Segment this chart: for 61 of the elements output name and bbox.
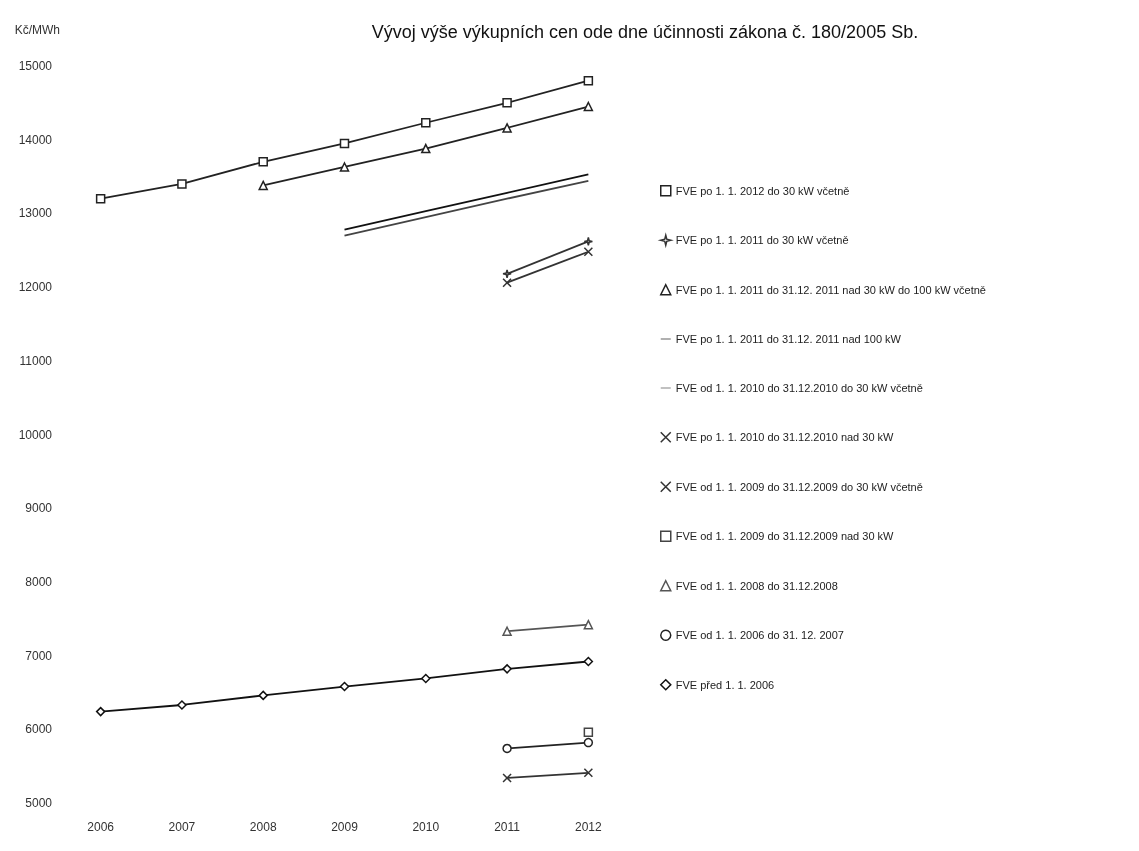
- y-tick-label: 9000: [25, 501, 53, 516]
- y-tick-label: 14000: [18, 132, 53, 147]
- y-tick-label: 11000: [19, 353, 53, 368]
- y-tick-label: 13000: [18, 206, 53, 221]
- y-tick-label: 15000: [18, 59, 53, 73]
- y-tick-label: 8000: [25, 574, 53, 589]
- legend-label: FVE od 1. 1. 2009 do 31.12.2009 nad 30 kW: [675, 530, 895, 543]
- point: [177, 179, 187, 189]
- point: [583, 101, 594, 112]
- point: [95, 706, 106, 717]
- point: [502, 269, 512, 279]
- point: [583, 727, 594, 737]
- y-tick-label: 6000: [25, 722, 53, 737]
- y-tick-label: 5000: [25, 796, 53, 810]
- point: [421, 118, 431, 128]
- point: [583, 656, 594, 667]
- legend-label: FVE po 1. 1. 2011 do 31.12. 2011 nad 100 kW: [675, 333, 902, 345]
- legend-label: FVE před 1. 1. 2006: [675, 678, 775, 691]
- point: [583, 737, 594, 748]
- point: [421, 143, 431, 154]
- legend-label: FVE po 1. 1. 2011 do 31.12. 2011 nad 30 kW do 100 kW včetně: [675, 283, 986, 296]
- line-series: [343, 180, 590, 237]
- point: [502, 123, 512, 133]
- chart-title: Vývoj výše výkupních cen ode dne účinnosti zákona č. 180/2005 Sb.: [371, 22, 919, 42]
- point: [502, 743, 512, 754]
- point: [502, 98, 512, 108]
- legend-label: FVE po 1. 1. 2012 do 30 kW včetně: [675, 184, 850, 197]
- y-tick-label: 10000: [18, 427, 53, 442]
- legend-label: FVE od 1. 1. 2008 do 31.12.2008: [675, 579, 838, 592]
- line-series: [343, 173, 590, 231]
- point: [258, 690, 268, 701]
- y-tick-label: 7000: [25, 648, 53, 663]
- point: [583, 236, 594, 247]
- y-tick-label: 12000: [18, 280, 53, 295]
- point: [339, 162, 350, 172]
- point: [258, 180, 268, 191]
- point: [421, 673, 431, 684]
- point: [177, 700, 187, 710]
- x-tick-label: 2010: [412, 820, 440, 834]
- point: [95, 193, 106, 204]
- point: [339, 681, 350, 692]
- x-tick-label: 2006: [87, 820, 115, 834]
- x-tick-label: 2008: [249, 820, 277, 834]
- point: [258, 157, 268, 167]
- x-tick-label: 2007: [168, 820, 196, 834]
- point: [339, 138, 350, 149]
- legend-label: FVE od 1. 1. 2006 do 31. 12. 2007: [675, 629, 844, 642]
- point: [583, 75, 594, 86]
- point: [502, 277, 512, 288]
- x-tick-label: 2012: [575, 820, 603, 834]
- point: [502, 664, 512, 674]
- point: [583, 246, 594, 257]
- x-tick-label: 2011: [494, 820, 521, 834]
- legend-label: FVE od 1. 1. 2010 do 31.12.2010 do 30 kW včetně: [675, 382, 923, 394]
- point: [583, 768, 594, 778]
- point: [502, 773, 512, 783]
- legend-label: FVE od 1. 1. 2009 do 31.12.2009 do 30 kW včetně: [675, 480, 923, 493]
- y-axis-title: Kč/MWh: [14, 23, 60, 37]
- legend-label: FVE po 1. 1. 2011 do 30 kW včetně: [675, 234, 849, 247]
- x-tick-label: 2009: [331, 820, 359, 834]
- legend-label: FVE po 1. 1. 2010 do 31.12.2010 nad 30 kW: [675, 431, 895, 444]
